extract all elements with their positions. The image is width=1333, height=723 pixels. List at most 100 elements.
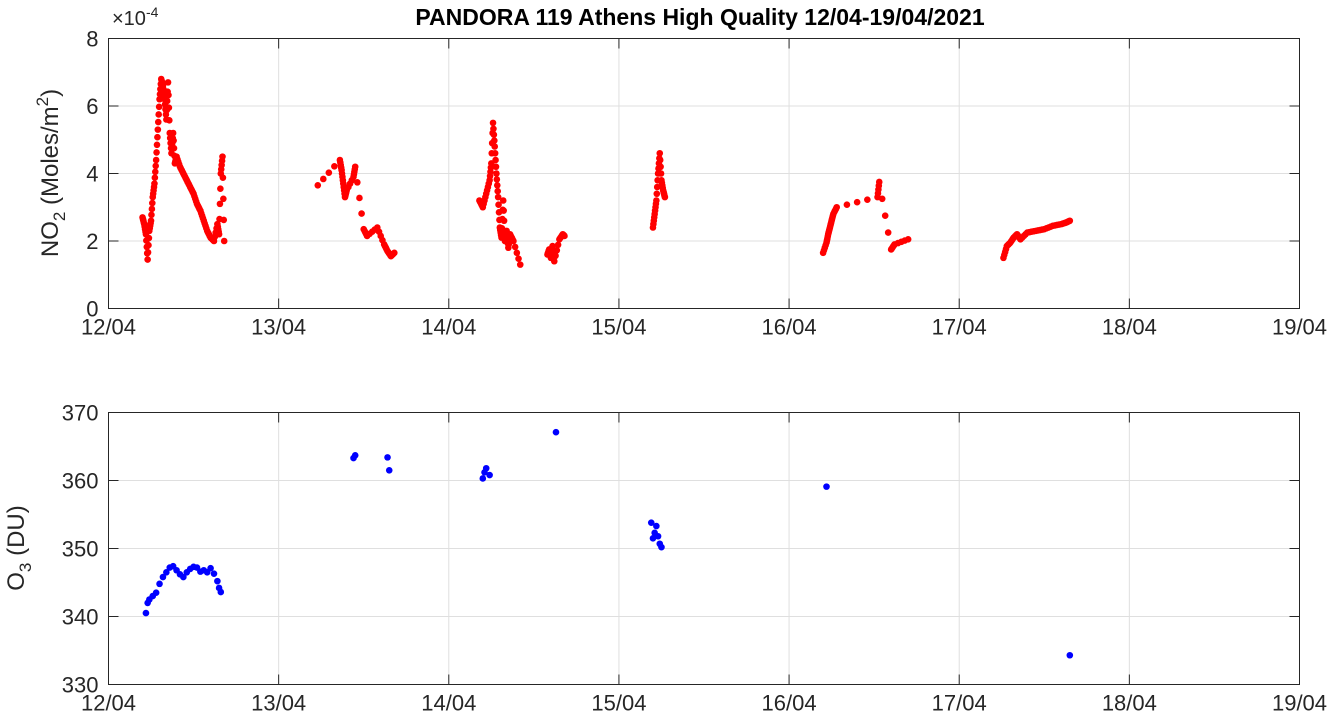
no2-data-point [356, 194, 363, 202]
no2-data-point [653, 197, 660, 204]
no2-data-point [491, 149, 499, 157]
o3-data-point [214, 577, 221, 585]
no2-data-point [165, 104, 173, 111]
no2-data-point [511, 243, 519, 251]
no2-data-point [153, 149, 160, 156]
o3-data-point [482, 464, 490, 472]
no2-data-point [358, 210, 365, 217]
no2-data-point [491, 143, 499, 150]
no2-data-point [490, 125, 497, 133]
no2-x-tick-label: 19/04 [1272, 315, 1327, 340]
no2-data-point [152, 156, 160, 164]
no2-data-point [169, 129, 177, 137]
o3-y-tick-label: 370 [62, 401, 99, 426]
no2-data-point [154, 133, 161, 141]
o3-x-tick-label: 19/04 [1272, 691, 1327, 716]
no2-data-point [216, 200, 224, 208]
no2-data-point [493, 176, 501, 183]
no2-data-point [499, 197, 507, 204]
o3-data-point [479, 475, 487, 482]
o3-data-point [159, 573, 167, 581]
no2-x-tick-label: 15/04 [591, 315, 646, 340]
no2-data-point [656, 156, 664, 164]
no2-data-point [147, 217, 155, 225]
no2-data-point [904, 236, 912, 243]
o3-data-point [163, 569, 170, 576]
no2-data-point [493, 170, 500, 177]
no2-data-point [391, 249, 398, 257]
no2-data-point [351, 163, 359, 171]
no2-data-point [144, 256, 151, 263]
o3-data-point [217, 588, 225, 596]
o3-data-point [384, 454, 391, 461]
o3-data-point [156, 580, 163, 588]
o3-data-point [653, 522, 660, 530]
no2-data-point [489, 119, 497, 127]
o3-y-tick-label: 360 [62, 469, 99, 494]
no2-data-point [155, 103, 163, 111]
no2-data-point [552, 252, 559, 260]
no2-data-point [220, 195, 227, 203]
no2-x-tick-label: 13/04 [251, 315, 306, 340]
o3-data-point [180, 573, 187, 581]
no2-data-point [553, 246, 561, 254]
o3-data-point [152, 589, 160, 596]
o3-x-tick-label: 14/04 [421, 691, 476, 716]
o3-data-point [142, 609, 150, 617]
o3-data-point [486, 471, 493, 479]
no2-data-point [491, 137, 498, 144]
o3-data-point [649, 535, 657, 542]
o3-y-tick-label: 340 [62, 605, 99, 630]
no2-data-point [217, 185, 224, 192]
o3-data-point [207, 564, 214, 572]
no2-data-point [875, 178, 883, 186]
no2-data-point [843, 201, 851, 209]
no2-data-point [661, 193, 669, 201]
o3-data-point [1066, 651, 1074, 659]
no2-data-point [1066, 217, 1074, 225]
no2-data-point [148, 211, 155, 219]
o3-data-point [385, 467, 393, 474]
no2-data-point [884, 229, 892, 236]
no2-data-point [325, 169, 333, 176]
no2-data-point [833, 203, 841, 211]
no2-data-point [151, 180, 158, 187]
o3-x-tick-label: 18/04 [1102, 691, 1157, 716]
no2-data-point [170, 137, 177, 144]
no2-data-point [320, 175, 327, 183]
no2-data-point [490, 131, 498, 138]
no2-plot: 12/04 13/04 14/04 15/04 16/04 17/04 18/04 19/04… [33, 4, 1327, 340]
no2-data-point [151, 168, 159, 176]
no2-data-point [657, 170, 665, 177]
no2-y-tick-label: 6 [86, 94, 98, 119]
no2-data-point [219, 174, 227, 182]
no2-y-tick-label: 4 [86, 162, 98, 187]
no2-data-point [220, 216, 228, 224]
no2-data-point [492, 156, 499, 164]
o3-data-point [654, 532, 662, 540]
no2-x-tick-label: 14/04 [421, 315, 476, 340]
no2-data-point [156, 95, 163, 103]
no2-data-point [550, 257, 558, 265]
no2-y-tick-label: 0 [86, 297, 98, 322]
no2-x-tick-label: 12/04 [81, 315, 136, 340]
o3-x-tick-label: 12/04 [81, 691, 136, 716]
o3-data-point [647, 519, 655, 526]
no2-data-point [154, 118, 162, 126]
o3-x-tick-label: 17/04 [932, 691, 987, 716]
no2-data-point [500, 217, 508, 225]
no2-data-point [492, 163, 500, 171]
no2-data-point [515, 255, 522, 263]
no2-data-point [494, 193, 502, 201]
no2-data-point [166, 117, 173, 124]
no2-data-point [164, 79, 172, 86]
no2-data-point [500, 207, 507, 214]
o3-points [142, 428, 1074, 659]
no2-y-axis-label: NO2 (Moles/m2) [33, 89, 69, 257]
chart-title: PANDORA 119 Athens High Quality 12/04-19… [415, 4, 984, 30]
no2-data-point [220, 237, 228, 245]
o3-y-axis-label: O3 (DU) [3, 505, 35, 590]
no2-data-point [513, 249, 521, 257]
no2-data-point [215, 230, 223, 238]
